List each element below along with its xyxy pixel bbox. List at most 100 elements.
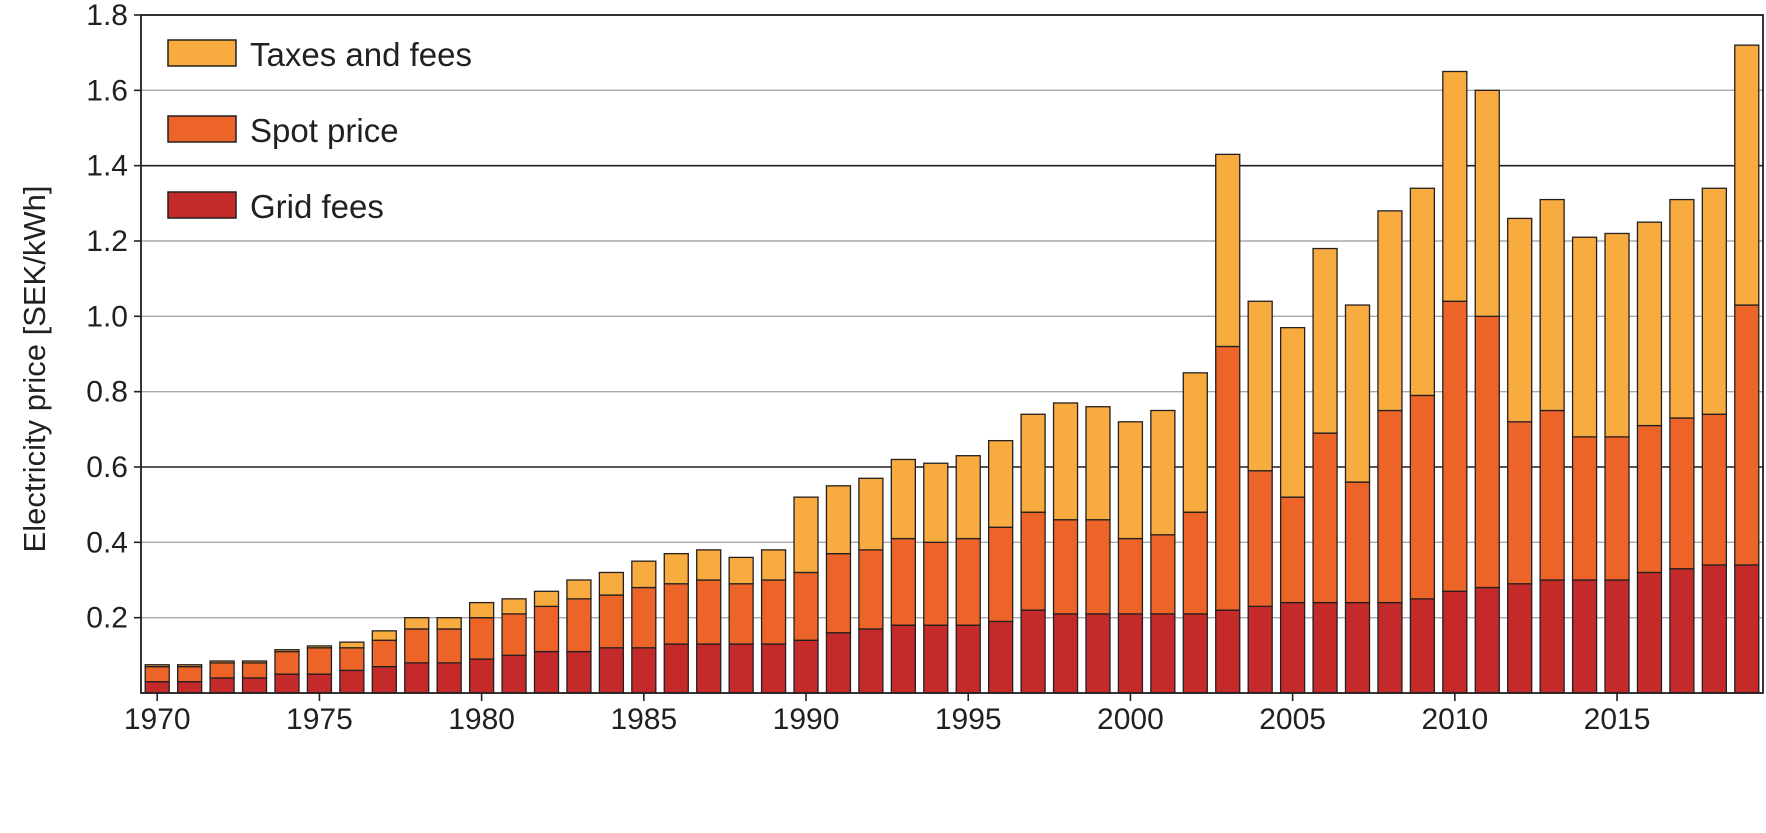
bar-segment <box>209 662 235 679</box>
bar-segment <box>988 439 1014 528</box>
bar-segment <box>1571 436 1598 581</box>
bar-segment <box>1669 417 1695 570</box>
bar-segment <box>274 673 300 694</box>
bar-segment <box>436 617 462 630</box>
bar-segment <box>1669 198 1695 419</box>
bar-segment <box>663 643 689 694</box>
bar-segment <box>988 526 1014 623</box>
y-tick-label: 1.4 <box>86 150 128 183</box>
y-axis-title: Electricity price [SEK/kWh] <box>17 186 52 553</box>
bar-segment <box>1182 372 1208 513</box>
axes: 0.2 0.4 0.6 0.8 1.0 1.2 1.4 1.6 1.8 1970 1975 1980 1… <box>86 0 1764 736</box>
bar-segment <box>598 647 625 694</box>
bar-segment <box>1117 613 1144 694</box>
bar-segment <box>1734 304 1760 566</box>
bar-segment <box>663 552 689 585</box>
bar-segment <box>371 639 397 668</box>
y-tick-label: 1.2 <box>86 225 128 258</box>
bar-segment <box>1604 232 1630 438</box>
legend-swatch <box>167 39 237 67</box>
legend: Taxes and fees Spot price Grid fees <box>167 36 472 225</box>
bar-segment <box>404 662 430 694</box>
bar-segment <box>1247 300 1273 472</box>
bar-segment <box>825 485 852 555</box>
bar-segment <box>404 628 430 664</box>
bar-segment <box>533 590 560 608</box>
bar-segment <box>1085 613 1111 694</box>
bar-segment <box>566 598 592 653</box>
bar-segment <box>1279 601 1306 694</box>
bar-segment <box>988 620 1014 694</box>
bar-segment <box>1539 579 1565 694</box>
bar-segment <box>1377 409 1403 604</box>
x-tick-label: 1995 <box>935 703 1002 736</box>
bar-segment <box>631 647 657 694</box>
bar-segment <box>923 624 949 694</box>
bar-segment <box>663 583 689 645</box>
bar-segment <box>1312 601 1338 694</box>
bar-segment <box>1507 421 1533 585</box>
bar-segment <box>1474 89 1500 317</box>
bar-segment <box>1701 564 1727 694</box>
bar-segment <box>598 594 625 649</box>
bar-segment <box>728 583 754 645</box>
bar-segment <box>1344 481 1371 604</box>
bar-segment <box>339 641 365 649</box>
bar-segment <box>1636 221 1663 427</box>
bar-segment <box>793 496 819 574</box>
bar-segment <box>1636 424 1663 574</box>
bar-segment <box>1442 70 1468 302</box>
legend-swatch <box>167 191 237 219</box>
bar-segment <box>144 665 170 683</box>
bar-segment <box>1701 413 1727 566</box>
bar-segment <box>339 669 365 694</box>
bar-segment <box>1052 519 1079 615</box>
bar-segment <box>468 601 495 619</box>
bar-segment <box>1571 579 1598 694</box>
bar-segment <box>339 647 365 672</box>
x-tick-label: 2015 <box>1584 703 1651 736</box>
bar-segment <box>566 650 592 694</box>
bar-segment <box>923 541 949 626</box>
bar-segment <box>404 617 430 630</box>
bar-segment <box>533 650 560 694</box>
bar-segment <box>1409 598 1436 694</box>
bar-segment <box>1409 394 1436 600</box>
bar-segment <box>144 681 170 694</box>
x-tick-label: 1975 <box>286 703 353 736</box>
bar-segment <box>793 639 819 694</box>
bar-segment <box>177 665 203 683</box>
bar-segment <box>1442 300 1468 592</box>
y-tick-label: 0.6 <box>86 451 128 484</box>
bar-segment <box>696 549 722 581</box>
bar-segment <box>858 628 884 694</box>
legend-label: Grid fees <box>250 188 384 225</box>
bar-segment <box>598 571 625 596</box>
x-tick-label: 1980 <box>448 703 515 736</box>
bar-segment <box>1279 326 1306 498</box>
plot-frame <box>140 14 1764 694</box>
bar-segment <box>371 665 397 694</box>
bar-segment <box>1377 210 1403 412</box>
bar-segment <box>955 624 981 694</box>
bar-segment <box>533 605 560 653</box>
bar-segment <box>371 630 397 641</box>
x-tick-label: 1985 <box>610 703 677 736</box>
bar-segment <box>1539 198 1565 412</box>
bar-segment <box>1215 609 1241 694</box>
bar-segment <box>760 643 787 694</box>
bar-segment <box>144 664 170 668</box>
bar-segment <box>760 579 787 645</box>
bar-segment <box>760 549 787 581</box>
bar-segment <box>241 677 268 694</box>
bar-segment <box>696 579 722 645</box>
x-tick-label: 1970 <box>124 703 191 736</box>
bar-segment <box>1020 609 1046 694</box>
bar-segment <box>1020 413 1046 513</box>
legend-label: Spot price <box>250 112 399 149</box>
bar-segment <box>1539 409 1565 581</box>
bar-segment <box>1020 511 1046 611</box>
bar-segment <box>728 643 754 694</box>
bar-segment <box>209 677 235 694</box>
bar-segment <box>1409 187 1436 397</box>
